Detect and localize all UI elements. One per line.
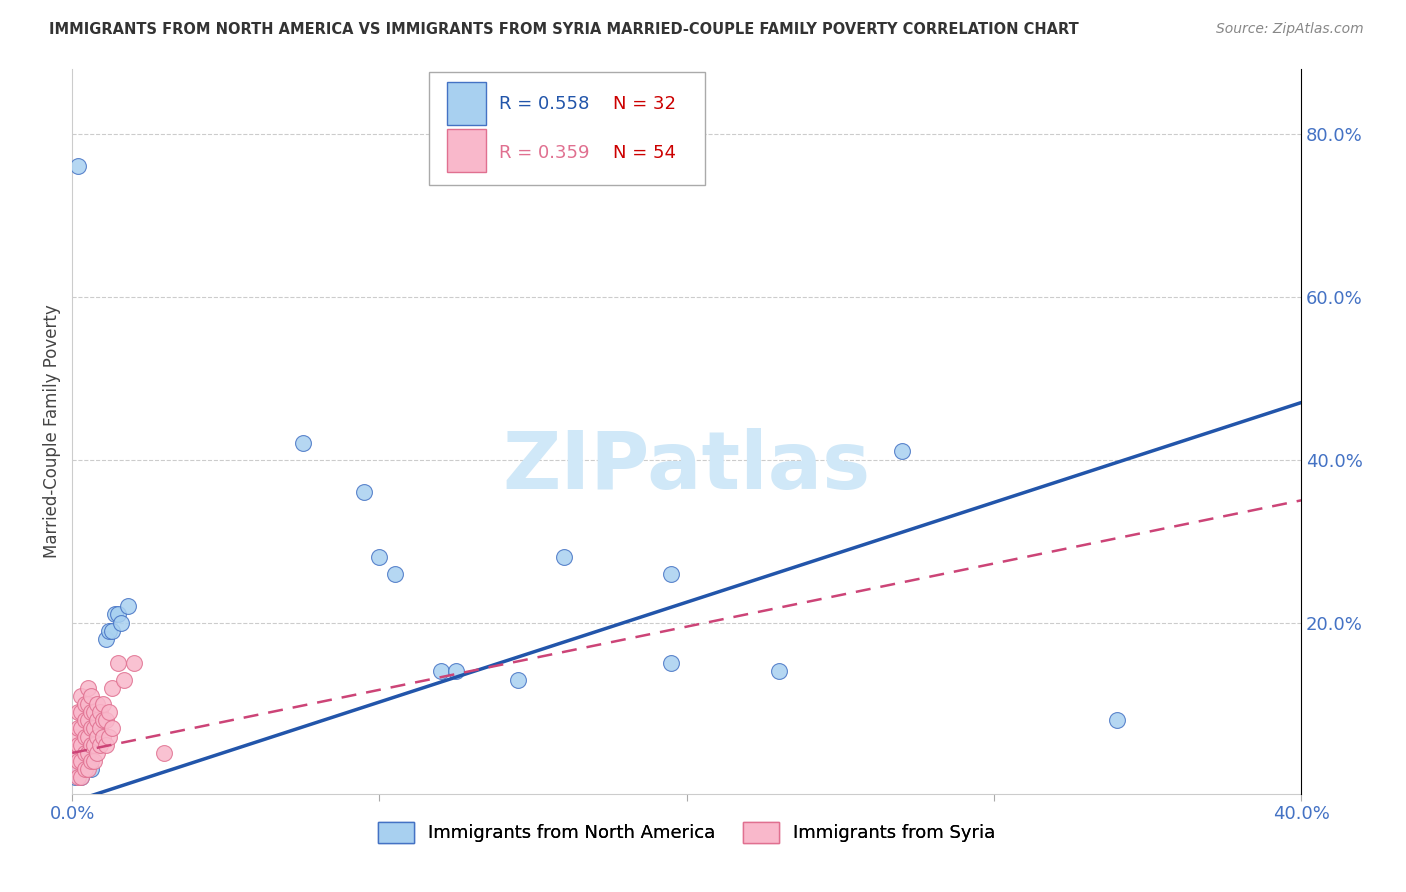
Point (89, 705, 111, 719)
Point (73, 746, 96, 760)
Point (98, 730, 121, 744)
Point (67, 705, 90, 719)
Point (79, 722, 101, 736)
Point (353, 485, 375, 500)
Point (117, 599, 139, 614)
Point (104, 607, 127, 622)
Point (86, 697, 108, 711)
Point (768, 665, 790, 679)
Point (368, 550, 391, 565)
Point (65, 746, 87, 760)
Point (83, 722, 105, 736)
Point (73, 697, 96, 711)
Point (76, 714, 98, 728)
Point (67, 754, 90, 768)
Point (101, 624, 124, 638)
Point (73, 762, 96, 776)
Text: R = 0.359: R = 0.359 (499, 144, 589, 161)
Point (506, 673, 529, 687)
FancyBboxPatch shape (429, 72, 706, 185)
Text: N = 54: N = 54 (613, 144, 676, 161)
Point (67, 159, 90, 173)
Point (70, 722, 93, 736)
Point (65, 771, 87, 785)
Point (291, 436, 314, 450)
Point (89, 714, 111, 728)
Text: N = 32: N = 32 (613, 95, 676, 113)
Point (70, 689, 93, 703)
Point (91, 714, 114, 728)
Y-axis label: Married-Couple Family Poverty: Married-Couple Family Poverty (44, 304, 60, 558)
Point (153, 746, 176, 760)
Point (83, 705, 105, 719)
Point (67, 762, 90, 776)
Point (94, 714, 117, 728)
Point (86, 714, 108, 728)
Point (79, 689, 101, 703)
Point (79, 738, 101, 752)
Point (89, 738, 111, 752)
Point (94, 632, 117, 646)
Point (79, 738, 101, 752)
Point (659, 566, 682, 581)
Point (86, 730, 108, 744)
Point (65, 762, 87, 776)
Point (79, 762, 101, 776)
Point (110, 615, 132, 630)
Point (73, 714, 96, 728)
Legend: Immigrants from North America, Immigrants from Syria: Immigrants from North America, Immigrant… (371, 814, 1002, 850)
Point (384, 566, 406, 581)
Point (76, 746, 98, 760)
Point (446, 665, 468, 679)
Point (73, 746, 96, 760)
Point (94, 738, 117, 752)
Point (91, 697, 114, 711)
Text: IMMIGRANTS FROM NORTH AMERICA VS IMMIGRANTS FROM SYRIA MARRIED-COUPLE FAMILY POV: IMMIGRANTS FROM NORTH AMERICA VS IMMIGRA… (49, 22, 1078, 37)
Point (76, 681, 98, 695)
Point (659, 657, 682, 671)
Point (91, 730, 114, 744)
Point (73, 730, 96, 744)
Point (91, 730, 114, 744)
Point (70, 705, 93, 719)
Point (70, 754, 93, 768)
Point (79, 754, 101, 768)
Point (67, 771, 90, 785)
Point (83, 738, 105, 752)
Point (553, 550, 575, 565)
Point (67, 738, 90, 752)
Point (1105, 714, 1128, 728)
Point (76, 730, 98, 744)
FancyBboxPatch shape (447, 82, 486, 125)
Point (122, 657, 145, 671)
Point (70, 771, 93, 785)
Point (83, 754, 105, 768)
Point (86, 730, 108, 744)
Point (70, 738, 93, 752)
Text: ZIPatlas: ZIPatlas (502, 428, 870, 507)
Point (76, 762, 98, 776)
Point (86, 746, 108, 760)
Point (107, 657, 129, 671)
Point (890, 444, 912, 458)
Point (65, 730, 87, 744)
Point (79, 705, 101, 719)
Point (70, 771, 93, 785)
Point (67, 722, 90, 736)
Point (107, 607, 129, 622)
Point (76, 754, 98, 768)
Point (76, 697, 98, 711)
Point (83, 722, 105, 736)
Text: Source: ZipAtlas.com: Source: ZipAtlas.com (1216, 22, 1364, 37)
Point (430, 665, 453, 679)
Point (101, 722, 124, 736)
Point (98, 705, 121, 719)
Point (101, 681, 124, 695)
Point (114, 673, 136, 687)
Point (89, 722, 111, 736)
FancyBboxPatch shape (447, 129, 486, 172)
Point (98, 624, 121, 638)
Text: R = 0.558: R = 0.558 (499, 95, 589, 113)
